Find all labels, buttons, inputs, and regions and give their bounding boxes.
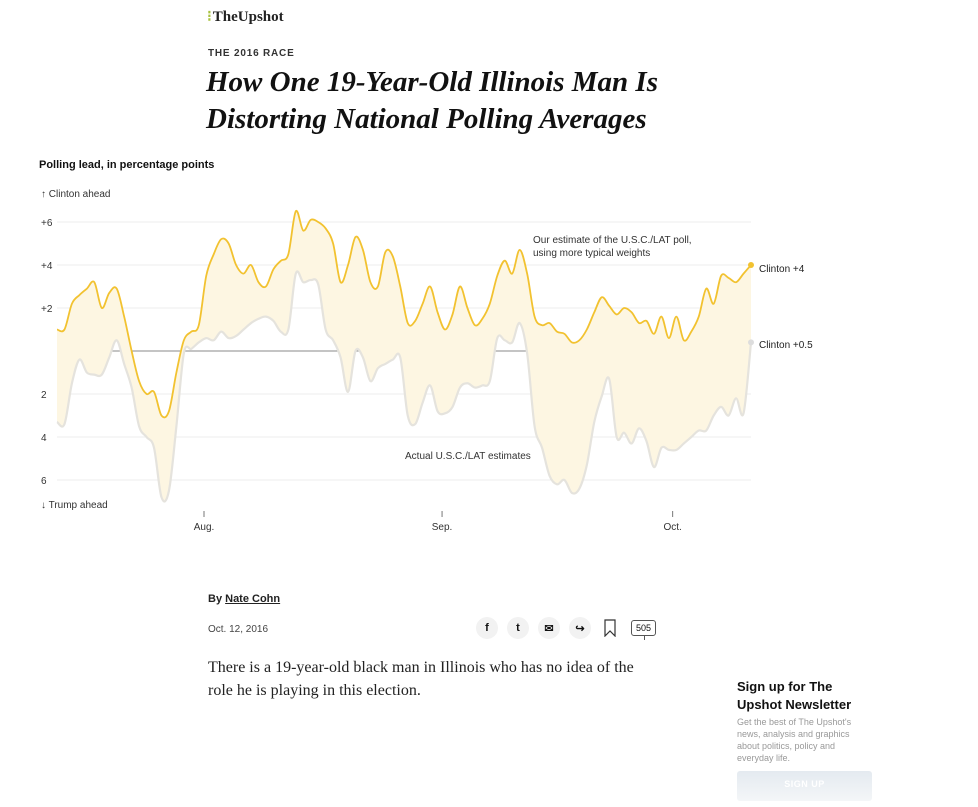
estimate-end-label: Clinton +4 bbox=[759, 264, 805, 275]
estimate-series-label-line1: Our estimate of the U.S.C./LAT poll, bbox=[533, 235, 692, 246]
y-tick-label: +2 bbox=[41, 304, 53, 315]
comments-count-button[interactable]: 505 bbox=[631, 620, 657, 640]
y-tick-label: 6 bbox=[41, 476, 47, 487]
newsletter-signup-button[interactable]: SIGN UP bbox=[737, 771, 872, 801]
y-tick-label: +4 bbox=[41, 261, 53, 272]
envelope-icon[interactable]: ✉ bbox=[538, 617, 560, 639]
clinton-ahead-label: ↑ Clinton ahead bbox=[41, 189, 111, 200]
facebook-icon[interactable]: f bbox=[476, 617, 498, 639]
newsletter-title: Sign up for The Upshot Newsletter bbox=[737, 679, 852, 712]
actual-series-line bbox=[56, 270, 753, 503]
newsletter-description: Get the best of The Upshot's news, analy… bbox=[737, 717, 852, 763]
estimate-series-label-line2: using more typical weights bbox=[533, 248, 650, 259]
x-tick-label: Oct. bbox=[663, 522, 681, 533]
x-tick-label: Sep. bbox=[432, 522, 453, 533]
gap-fill-area bbox=[57, 210, 751, 502]
trump-ahead-label: ↓ Trump ahead bbox=[41, 500, 108, 511]
byline: By Nate Cohn bbox=[208, 593, 280, 605]
x-tick-label: Aug. bbox=[194, 522, 215, 533]
section-kicker[interactable]: THE 2016 RACE bbox=[208, 48, 295, 59]
actual-end-point bbox=[748, 339, 754, 346]
byline-prefix: By bbox=[208, 593, 226, 605]
y-tick-label: +6 bbox=[41, 218, 53, 229]
brand-logo[interactable]: ⁝ TheUpshot bbox=[207, 7, 284, 26]
y-tick-label: 2 bbox=[41, 390, 47, 401]
actual-end-label: Clinton +0.5 bbox=[759, 340, 813, 351]
share-toolbar: f t ✉ ↪ 505 bbox=[476, 617, 657, 640]
publish-date: Oct. 12, 2016 bbox=[208, 624, 269, 635]
brand-name: TheUpshot bbox=[212, 9, 284, 25]
polling-chart: +6 +4 +2 2 4 6 Aug. Sep. Oct. ↑ Clinton ahead ↓ … bbox=[41, 189, 813, 533]
share-arrow-icon[interactable]: ↪ bbox=[569, 617, 591, 639]
chart-title: Polling lead, in percentage points bbox=[39, 159, 215, 171]
article-body: There is a 19-year-old black man in Illi… bbox=[208, 659, 634, 699]
headline: How One 19-Year-Old Illinois Man Is Dist… bbox=[206, 66, 658, 135]
estimate-series-line bbox=[56, 209, 752, 419]
twitter-icon[interactable]: t bbox=[507, 617, 529, 639]
estimate-end-point bbox=[748, 262, 754, 268]
actual-series-label: Actual U.S.C./LAT estimates bbox=[405, 451, 531, 462]
author-link[interactable]: Nate Cohn bbox=[225, 593, 281, 605]
y-tick-label: 4 bbox=[41, 433, 47, 444]
upshot-dots-icon: ⁝ bbox=[207, 9, 212, 25]
bookmark-icon[interactable] bbox=[604, 619, 616, 638]
